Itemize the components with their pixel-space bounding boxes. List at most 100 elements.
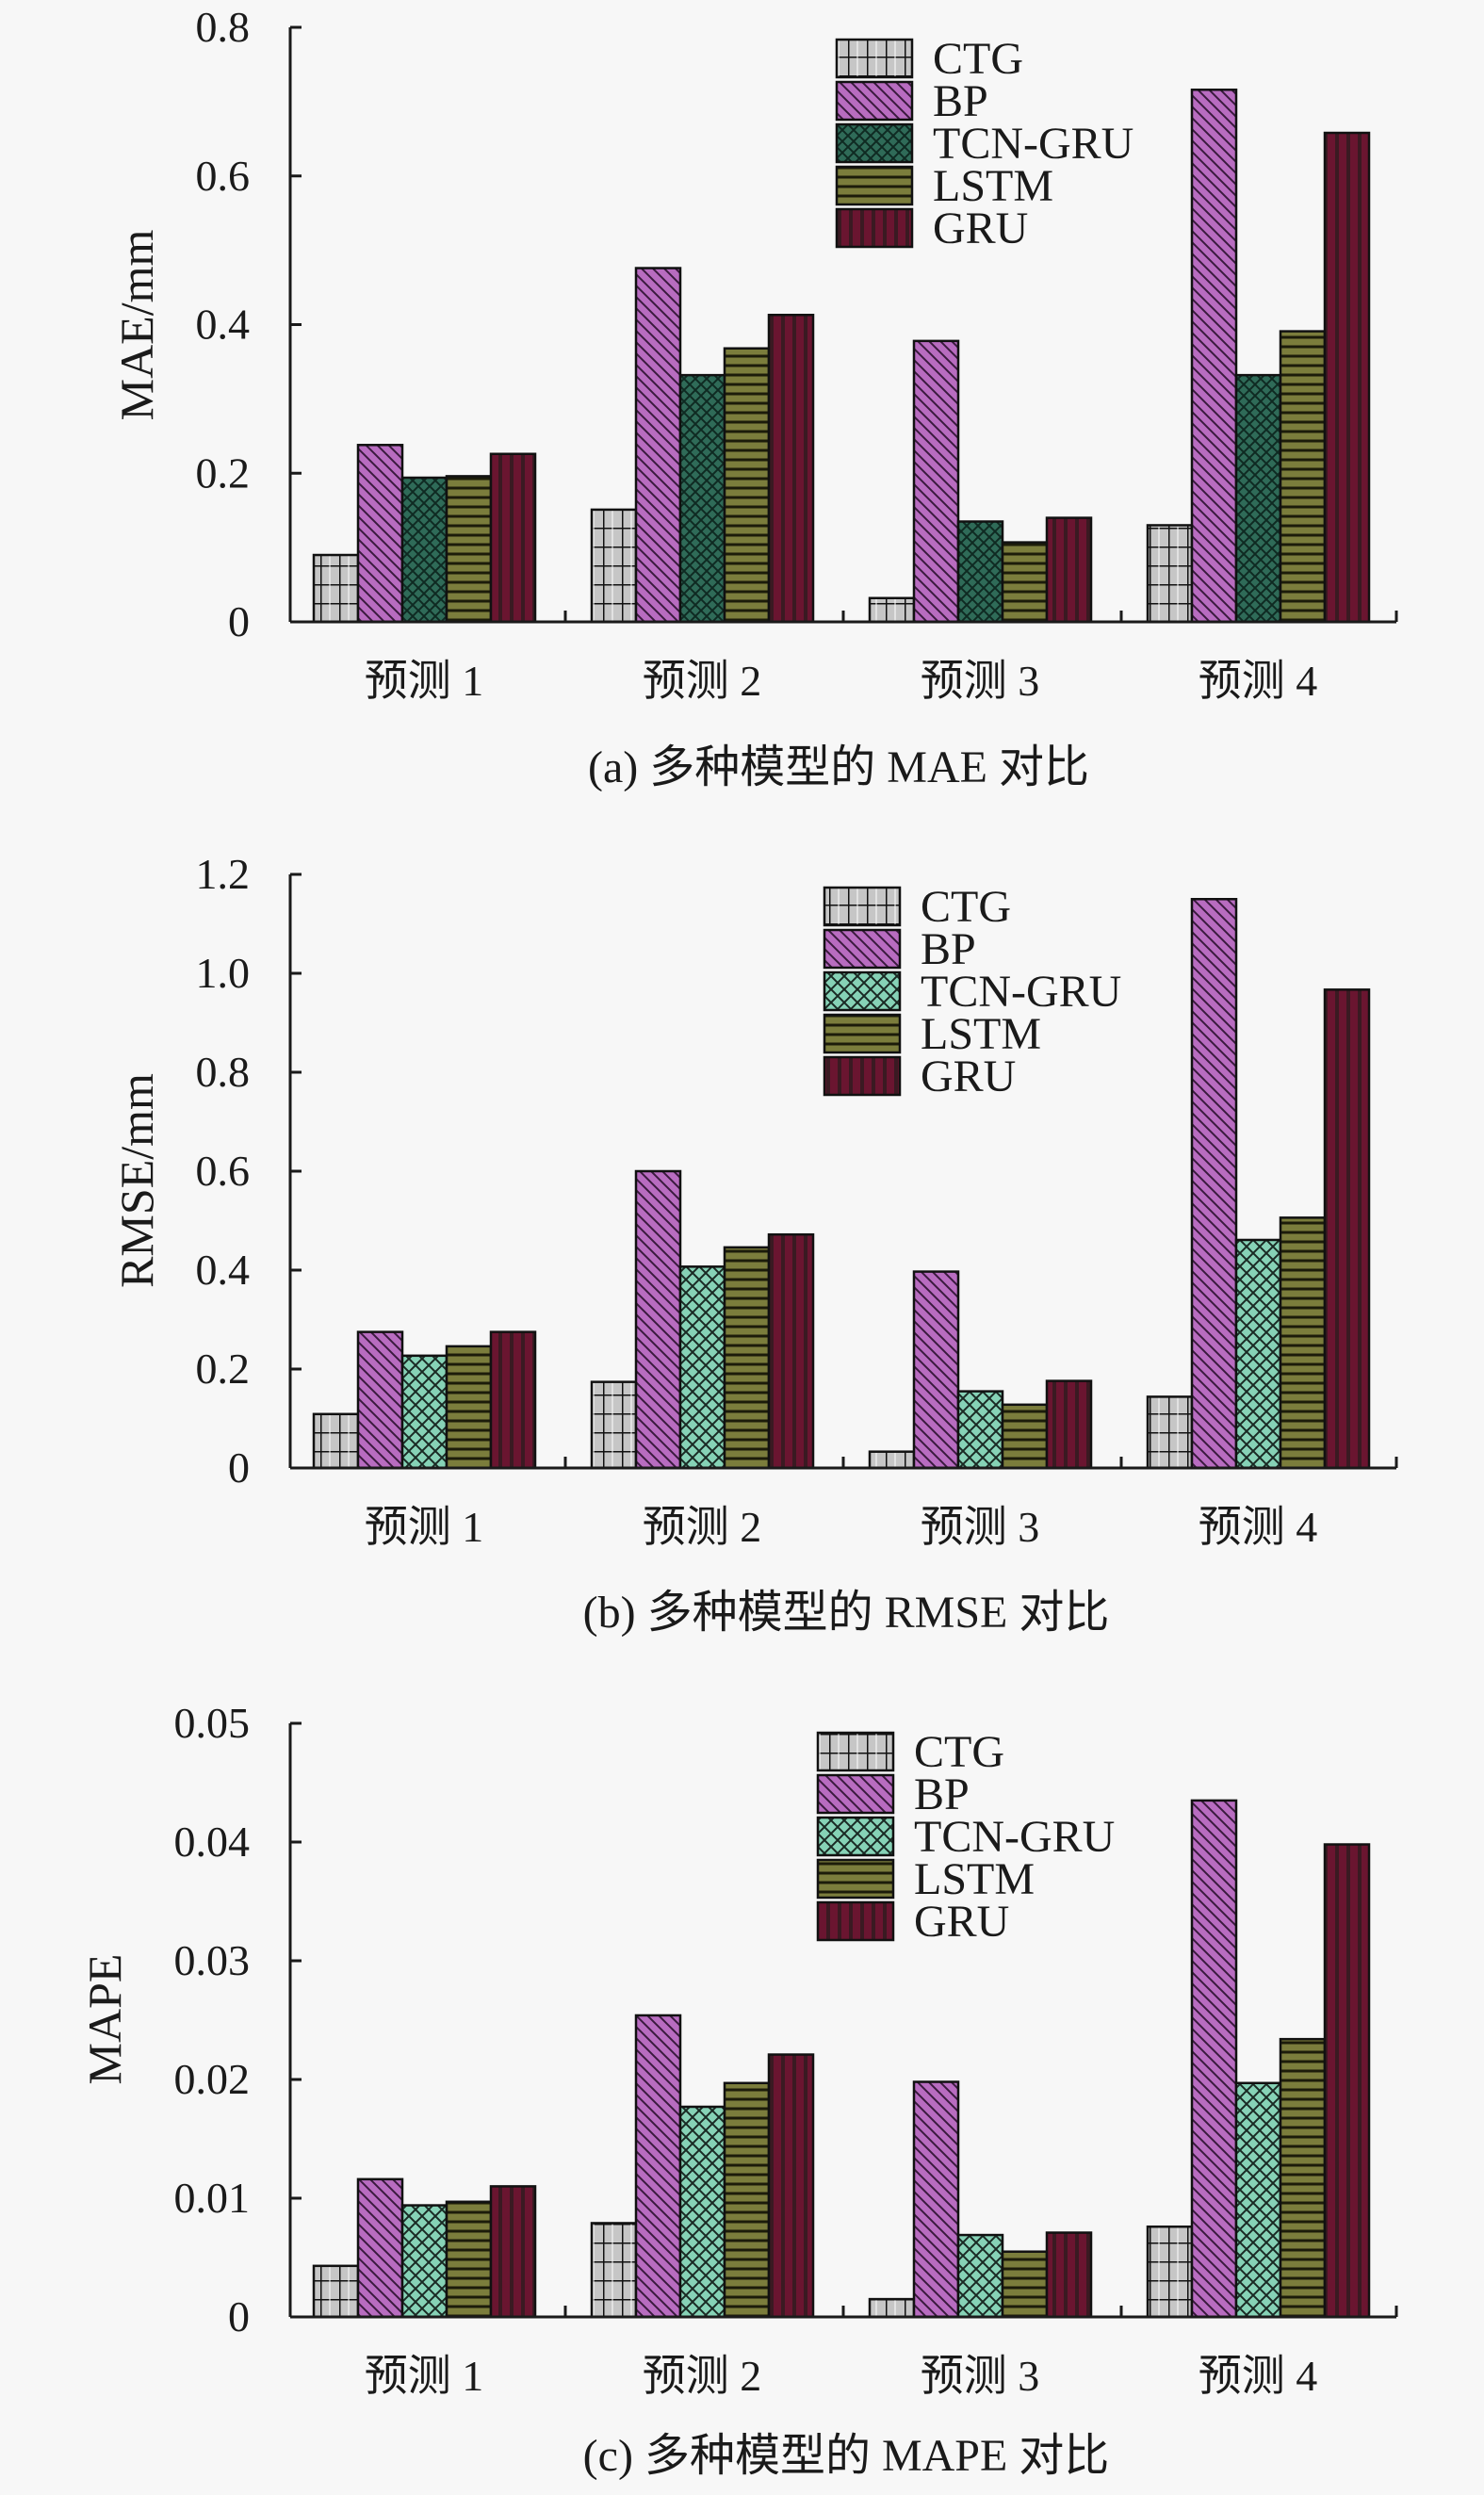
chart-caption: (b) 多种模型的 RMSE 对比: [583, 1588, 1110, 1638]
bar-gru-1: [489, 1330, 537, 1470]
legend-swatch: [835, 38, 914, 79]
legend-swatch: [835, 207, 914, 249]
y-tick-labels: 0 0.2 0.4 0.6 0.8 1.0 1.2: [196, 850, 302, 1492]
bar-gru-4: [1323, 1843, 1371, 2319]
bar-tcn-gru-4: [1234, 2081, 1282, 2319]
y-tick-label: 0: [228, 1443, 250, 1492]
bar-lstm-1: [445, 1345, 493, 1470]
rmse-chart: 0 0.2 0.4 0.6 0.8 1.0 1.2 预测 1 预测 2 预测 3 预测 4 RMS…: [110, 850, 1398, 1638]
bar-tcn-gru-3: [956, 1390, 1004, 1470]
y-tick-label: 0.03: [174, 1936, 251, 1984]
x-category-labels: 预测 1 预测 2 预测 3 预测 4: [365, 2352, 1318, 2400]
bar-ctg-2: [590, 2222, 638, 2319]
bars-group: [312, 1799, 1371, 2319]
bar-lstm-2: [723, 2081, 771, 2319]
bar-ctg-3: [868, 1450, 916, 1470]
y-tick-label: 0.4: [196, 301, 251, 349]
legend-item-bp: BP: [816, 1769, 970, 1819]
bar-ctg-4: [1146, 2225, 1194, 2319]
legend-label: CTG: [921, 882, 1011, 932]
legend-label: GRU: [921, 1052, 1016, 1101]
bar-lstm-4: [1279, 2037, 1327, 2319]
bar-lstm-3: [1001, 2250, 1049, 2319]
legend-label: BP: [921, 924, 976, 974]
bar-bp-4: [1190, 1799, 1238, 2319]
bar-ctg-1: [312, 1412, 360, 1470]
legend-item-gru: GRU: [816, 1897, 1009, 1947]
legend-item-ctg: CTG: [823, 882, 1011, 932]
bar-lstm-3: [1001, 1403, 1049, 1470]
y-axis-title: RMSE/mm: [110, 1073, 163, 1288]
bar-ctg-2: [590, 1380, 638, 1470]
legend-label: TCN-GRU: [914, 1812, 1115, 1862]
x-category-label: 预测 4: [1199, 1503, 1318, 1551]
legend-item-lstm: LSTM: [835, 161, 1053, 211]
legend-label: GRU: [914, 1897, 1009, 1947]
bar-tcn-gru-2: [678, 2105, 726, 2319]
legend-label: CTG: [933, 34, 1023, 84]
bar-tcn-gru-2: [678, 1265, 726, 1470]
bar-ctg-3: [868, 2297, 916, 2319]
legend-swatch: [823, 970, 902, 1012]
legend-label: GRU: [933, 204, 1028, 253]
bar-ctg-4: [1146, 1395, 1194, 1470]
bar-bp-1: [356, 444, 404, 624]
bar-gru-1: [489, 452, 537, 624]
x-category-label: 预测 1: [365, 1503, 484, 1551]
bar-gru-3: [1045, 516, 1093, 624]
x-category-label: 预测 2: [643, 1503, 762, 1551]
legend-swatch: [816, 1773, 895, 1815]
bar-gru-3: [1045, 2231, 1093, 2319]
legend-swatch: [816, 1816, 895, 1857]
bars-group: [312, 89, 1371, 624]
bar-ctg-2: [590, 508, 638, 624]
bar-ctg-1: [312, 553, 360, 624]
y-tick-labels: 0 0.2 0.4 0.6 0.8: [196, 3, 302, 645]
bars-group: [312, 898, 1371, 1470]
x-category-label: 预测 2: [643, 657, 762, 705]
legend-item-gru: GRU: [835, 204, 1028, 253]
y-axis-title: MAE/mm: [110, 230, 163, 421]
x-category-label: 预测 4: [1199, 657, 1318, 705]
x-category-label: 预测 1: [365, 2352, 484, 2400]
legend-item-tcn-gru: TCN-GRU: [823, 967, 1121, 1017]
legend-swatch: [823, 1013, 902, 1054]
legend-item-gru: GRU: [823, 1052, 1016, 1101]
y-tick-label: 0.04: [174, 1818, 251, 1866]
x-category-labels: 预测 1 预测 2 预测 3 预测 4: [365, 1503, 1318, 1551]
bar-lstm-2: [723, 1246, 771, 1470]
legend-item-bp: BP: [823, 924, 976, 974]
bar-ctg-4: [1146, 524, 1194, 624]
bar-lstm-2: [723, 347, 771, 624]
legend-item-tcn-gru: TCN-GRU: [835, 119, 1133, 169]
y-tick-labels: 0 0.01 0.02 0.03 0.04 0.05: [174, 1699, 302, 2340]
y-tick-label: 0.2: [196, 1345, 251, 1393]
bar-gru-2: [767, 313, 815, 624]
bar-bp-2: [634, 1169, 682, 1470]
legend-swatch: [835, 122, 914, 164]
legend-swatch: [823, 886, 902, 927]
bar-bp-2: [634, 267, 682, 624]
y-tick-label: 0.01: [174, 2174, 251, 2222]
legend-swatch: [835, 165, 914, 206]
bar-bp-3: [912, 339, 960, 624]
y-tick-label: 1.0: [196, 949, 251, 997]
legend-label: LSTM: [914, 1854, 1035, 1904]
y-tick-label: 0: [228, 597, 250, 645]
bar-gru-2: [767, 1232, 815, 1470]
legend-item-bp: BP: [835, 76, 988, 126]
legend-label: BP: [914, 1769, 970, 1819]
legend-swatch: [823, 928, 902, 970]
x-category-label: 预测 1: [365, 657, 484, 705]
bar-bp-1: [356, 2177, 404, 2319]
bar-tcn-gru-4: [1234, 373, 1282, 624]
bar-tcn-gru-1: [400, 2204, 448, 2319]
bar-ctg-1: [312, 2264, 360, 2319]
legend-label: TCN-GRU: [921, 967, 1121, 1017]
bar-gru-1: [489, 2185, 537, 2319]
legend-label: CTG: [914, 1727, 1004, 1777]
